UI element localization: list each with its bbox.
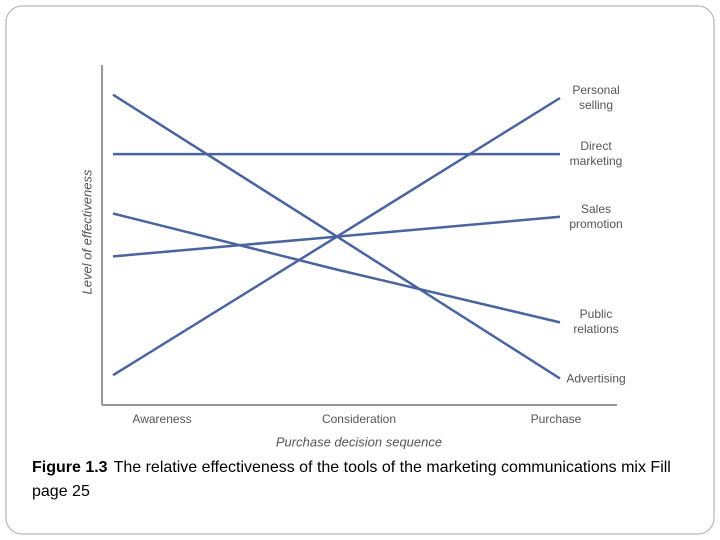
series-label: Personal selling [572, 83, 620, 112]
series-label: Public relations [573, 307, 619, 337]
series-line [112, 93, 561, 380]
caption: Figure 1.3 The relative effectiveness of … [32, 456, 702, 504]
series-line [112, 212, 561, 324]
x-tick-label: Purchase [531, 412, 582, 426]
x-tick-label: Awareness [132, 412, 191, 426]
caption-text: The relative effectiveness of the tools … [32, 459, 671, 500]
caption-label: Figure 1.3 [32, 459, 108, 476]
y-axis-title: Level of effectiveness [79, 169, 94, 295]
series-label: Direct marketing [569, 139, 623, 169]
x-axis-title: Purchase decision sequence [276, 434, 442, 449]
x-tick-label: Consideration [322, 412, 396, 426]
series-label: Sales promotion [569, 201, 623, 231]
series-label: Advertising [566, 371, 626, 385]
frame [5, 5, 715, 535]
